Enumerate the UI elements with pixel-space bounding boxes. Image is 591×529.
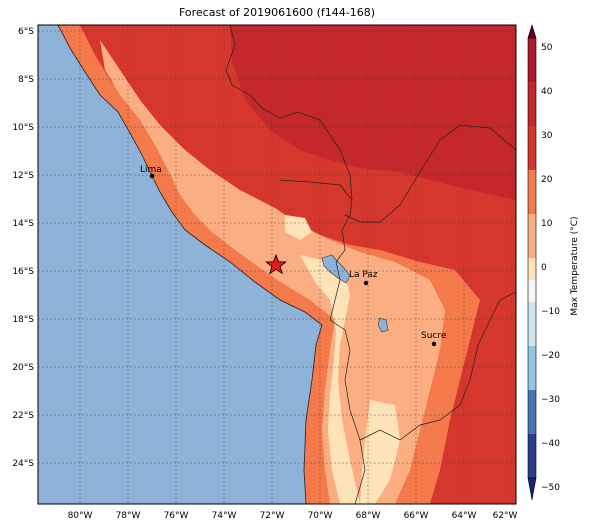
lat-tick: 10°S bbox=[12, 123, 34, 133]
map-frame bbox=[37, 24, 517, 505]
colorbar-tick: 20 bbox=[541, 175, 553, 185]
lon-tick: 64°W bbox=[452, 511, 477, 521]
map-title: Forecast of 2019061600 (f144-168) bbox=[178, 6, 376, 19]
colorbar-tick: −40 bbox=[541, 439, 560, 449]
border-bolivia-paraguay bbox=[469, 291, 516, 381]
colorbar-tick: −50 bbox=[541, 483, 560, 493]
colorbar-tick: 50 bbox=[541, 43, 553, 53]
lat-tick: 22°S bbox=[12, 411, 34, 421]
lat-tick: 12°S bbox=[12, 171, 34, 181]
colorbar-segment bbox=[528, 82, 536, 126]
lon-tick: 74°W bbox=[212, 511, 237, 521]
lat-tick: 20°S bbox=[12, 363, 34, 373]
city-dot-lima bbox=[149, 173, 155, 179]
colorbar-segment bbox=[528, 280, 536, 302]
city-label-sucre: Sucre bbox=[421, 331, 447, 341]
lon-tick: 72°W bbox=[260, 511, 285, 521]
colorbar-tick: 10 bbox=[541, 219, 553, 229]
city-label-lima: Lima bbox=[140, 165, 162, 175]
lon-tick-labels: 80°W 78°W 76°W 74°W 72°W 70°W 68°W 66°W … bbox=[68, 511, 518, 521]
city-lima: Lima bbox=[140, 165, 162, 179]
coastline bbox=[57, 25, 323, 504]
colorbar-tick: −30 bbox=[541, 395, 560, 405]
colorbar-tick: 0 bbox=[541, 263, 547, 273]
lon-tick: 76°W bbox=[164, 511, 189, 521]
lat-tick: 18°S bbox=[12, 315, 34, 325]
colorbar-tick: 40 bbox=[541, 87, 553, 97]
lat-tick-labels: 6°S 8°S 10°S 12°S 14°S 16°S 18°S 20°S 22… bbox=[12, 27, 34, 469]
lat-tick: 24°S bbox=[12, 459, 34, 469]
lat-tick: 6°S bbox=[18, 27, 34, 37]
colorbar: 50 40 30 20 10 0 −10 −20 −30 −40 −50 Max… bbox=[527, 23, 580, 501]
colorbar-segment bbox=[528, 126, 536, 170]
lon-tick: 68°W bbox=[356, 511, 381, 521]
lon-tick: 80°W bbox=[68, 511, 93, 521]
map-panel: Lima La Paz Sucre bbox=[38, 25, 516, 504]
border-chile-argentina bbox=[354, 439, 366, 504]
border-peru-bolivia bbox=[279, 179, 353, 321]
city-sucre: Sucre bbox=[421, 331, 447, 347]
lon-tick: 66°W bbox=[404, 511, 429, 521]
lat-tick: 14°S bbox=[12, 219, 34, 229]
lon-tick: 70°W bbox=[308, 511, 333, 521]
colorbar-tick: 30 bbox=[541, 131, 553, 141]
colorbar-label: Max Temperature (°C) bbox=[570, 216, 580, 315]
colorbar-segment bbox=[528, 434, 536, 478]
colorbar-segment bbox=[528, 38, 536, 82]
lon-tick: 62°W bbox=[493, 511, 518, 521]
lat-tick: 8°S bbox=[18, 75, 34, 85]
land-hot-core bbox=[230, 25, 516, 200]
colorbar-min-extend bbox=[527, 477, 537, 501]
land-band-0-10-patch bbox=[285, 215, 312, 240]
city-dot-sucre bbox=[431, 341, 437, 347]
colorbar-tick: −20 bbox=[541, 351, 560, 361]
city-dot-la-paz bbox=[363, 280, 369, 286]
colorbar-segment bbox=[528, 170, 536, 214]
lon-tick: 78°W bbox=[116, 511, 141, 521]
colorbar-tick: −10 bbox=[541, 307, 560, 317]
border-peru-north bbox=[225, 25, 353, 201]
border-bolivia-argentina bbox=[359, 379, 471, 441]
land-band-0-10-south bbox=[360, 400, 400, 504]
colorbar-max-extend bbox=[527, 23, 537, 39]
colorbar-segment bbox=[528, 302, 536, 346]
lat-tick: 16°S bbox=[12, 267, 34, 277]
land-band-0-10 bbox=[300, 255, 360, 504]
red-star-icon bbox=[265, 253, 287, 275]
city-label-la-paz: La Paz bbox=[349, 270, 378, 280]
city-la-paz: La Paz bbox=[349, 270, 378, 286]
lake-titicaca bbox=[321, 254, 351, 284]
border-chile-bolivia bbox=[329, 319, 361, 441]
colorbar-segment bbox=[528, 346, 536, 390]
colorbar-segment bbox=[528, 390, 536, 434]
colorbar-segment bbox=[528, 214, 536, 258]
lake-poopo bbox=[377, 317, 389, 333]
border-bolivia-brazil bbox=[344, 124, 516, 223]
colorbar-frame bbox=[527, 37, 537, 479]
colorbar-segment bbox=[528, 258, 536, 280]
